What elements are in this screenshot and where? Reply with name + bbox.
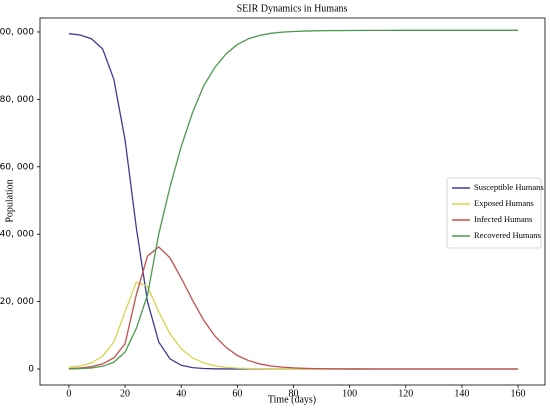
y-tick-label: 60, 000 bbox=[0, 162, 34, 172]
legend-label: Infected Humans bbox=[474, 214, 532, 224]
y-tick-label: 20, 000 bbox=[0, 297, 34, 307]
x-tick-label: 160 bbox=[511, 388, 526, 399]
y-tick-label: 40, 000 bbox=[0, 230, 34, 240]
y-tick-label: 80, 000 bbox=[0, 95, 34, 105]
series-line bbox=[68, 246, 519, 370]
plot-frame bbox=[39, 17, 546, 386]
legend-label: Exposed Humans bbox=[474, 198, 534, 208]
chart-title: SEIR Dynamics in Humans bbox=[237, 3, 348, 14]
x-axis-label: Time (days) bbox=[268, 394, 316, 405]
x-tick-label: 20 bbox=[120, 388, 130, 399]
x-tick-label: 140 bbox=[454, 388, 469, 399]
x-tick-label: 0 bbox=[66, 388, 71, 399]
x-tick-label: 60 bbox=[232, 388, 242, 399]
y-tick-label: 100, 000 bbox=[0, 27, 34, 37]
x-tick-label: 80 bbox=[288, 388, 298, 399]
series-line bbox=[68, 29, 519, 370]
y-tick-label: 0 bbox=[28, 364, 34, 374]
x-tick-label: 40 bbox=[176, 388, 186, 399]
legend-label: Recovered Humans bbox=[474, 230, 541, 240]
x-tick-label: 100 bbox=[342, 388, 357, 399]
legend-label: Susceptible Humans bbox=[474, 182, 544, 192]
legend-box bbox=[446, 177, 542, 249]
x-tick-label: 120 bbox=[398, 388, 413, 399]
y-axis-label: Population bbox=[4, 179, 15, 222]
